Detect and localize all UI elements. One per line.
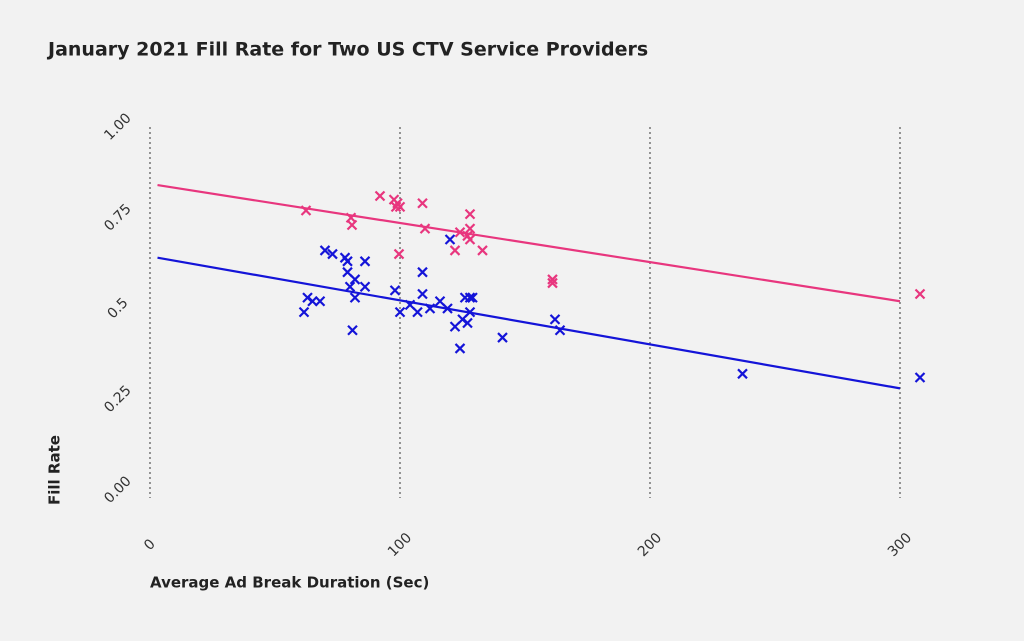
marker [424,303,436,314]
marker [464,208,476,220]
trend-line [157,183,901,303]
marker [393,248,405,260]
marker [467,292,478,303]
marker [342,256,353,267]
marker [300,205,312,216]
marker [737,368,748,380]
x-tick-label: 200 [635,530,665,560]
marker [349,292,361,303]
marker [374,190,386,202]
marker [549,314,561,325]
marker [464,306,476,318]
marker [462,317,473,329]
marker [359,281,371,292]
y-axis-title: Fill Rate [46,435,64,505]
marker [412,306,423,318]
marker [344,281,356,292]
trend-line [157,256,901,390]
x-tick-label: 100 [385,530,415,560]
marker [349,274,361,285]
y-tick-label: 1.00 [101,110,134,143]
marker [319,245,331,256]
marker [454,226,466,238]
marker [554,325,566,336]
marker [394,201,406,213]
marker [547,274,558,285]
marker [359,256,371,267]
marker [417,197,428,209]
x-tick-label: 0 [141,536,159,554]
marker [394,306,406,318]
x-tick-label: 300 [885,530,915,560]
marker [389,285,401,296]
marker [914,372,926,383]
marker [914,288,926,300]
chart-title: January 2021 Fill Rate for Two US CTV Se… [46,39,648,61]
marker [327,248,338,260]
marker [346,219,358,231]
marker [547,277,558,289]
marker [464,292,476,303]
y-tick-label: 0.25 [101,383,134,416]
marker [444,234,456,245]
marker [497,332,508,343]
marker [464,223,476,234]
marker [314,295,326,307]
marker [454,343,466,354]
y-tick-label: 0.00 [101,473,134,506]
marker [449,245,461,256]
y-tick-label: 0.5 [104,295,131,322]
marker [442,303,453,314]
marker [477,245,488,256]
marker [390,201,402,213]
y-tick-label: 0.75 [101,201,134,234]
marker [298,306,310,318]
marker [417,288,428,300]
marker [347,325,358,336]
marker [464,234,476,245]
marker [419,223,431,234]
marker [417,266,428,278]
x-axis-title: Average Ad Break Duration (Sec) [150,574,429,592]
